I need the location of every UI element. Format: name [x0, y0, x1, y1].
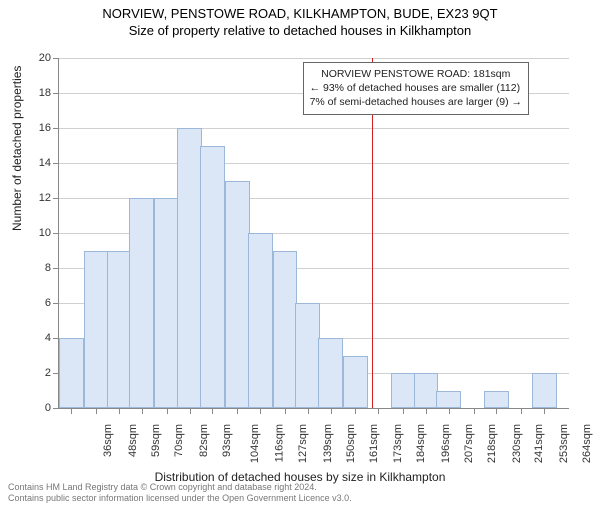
annotation-box: NORVIEW PENSTOWE ROAD: 181sqm ← 93% of d… — [303, 62, 529, 115]
x-tick-label: 196sqm — [440, 424, 452, 463]
y-tick — [53, 58, 59, 59]
histogram-bar — [59, 338, 84, 408]
annotation-line3: 7% of semi-detached houses are larger (9… — [310, 95, 522, 109]
y-tick-label: 2 — [45, 367, 51, 379]
x-tick-label: 264sqm — [581, 424, 593, 463]
y-tick-label: 18 — [39, 87, 51, 99]
y-tick — [53, 198, 59, 199]
x-tick-label: 253sqm — [558, 424, 570, 463]
x-tick — [167, 408, 168, 414]
x-tick-label: 161sqm — [368, 424, 380, 463]
x-tick — [426, 408, 427, 414]
y-tick-label: 8 — [45, 262, 51, 274]
y-tick — [53, 268, 59, 269]
x-tick-label: 104sqm — [250, 424, 262, 463]
y-tick — [53, 408, 59, 409]
histogram-bar — [129, 198, 154, 408]
footer-text: Contains HM Land Registry data © Crown c… — [8, 482, 352, 504]
footer-line2: Contains public sector information licen… — [8, 493, 352, 504]
histogram-bar — [295, 303, 320, 408]
y-tick — [53, 233, 59, 234]
x-tick — [355, 408, 356, 414]
histogram-bar — [391, 373, 416, 408]
x-tick — [260, 408, 261, 414]
y-tick — [53, 163, 59, 164]
x-tick-label: 70sqm — [173, 424, 185, 457]
x-tick-label: 82sqm — [198, 424, 210, 457]
histogram-bar — [318, 338, 343, 408]
y-tick-label: 12 — [39, 192, 51, 204]
x-tick — [96, 408, 97, 414]
histogram-bar — [200, 146, 225, 409]
y-tick-label: 4 — [45, 332, 51, 344]
histogram-bar — [273, 251, 298, 409]
x-tick-label: 230sqm — [511, 424, 523, 463]
histogram-bar — [84, 251, 109, 409]
histogram-bar — [436, 391, 461, 409]
histogram-bar — [107, 251, 132, 409]
y-tick-label: 0 — [45, 402, 51, 414]
x-tick-label: 139sqm — [322, 424, 334, 463]
x-tick — [474, 408, 475, 414]
x-tick — [142, 408, 143, 414]
x-tick — [378, 408, 379, 414]
x-tick — [449, 408, 450, 414]
y-tick-label: 6 — [45, 297, 51, 309]
x-tick — [285, 408, 286, 414]
footer-line1: Contains HM Land Registry data © Crown c… — [8, 482, 352, 493]
histogram-bar — [154, 198, 179, 408]
x-tick-label: 116sqm — [274, 424, 286, 462]
x-tick-label: 127sqm — [297, 424, 309, 463]
y-tick — [53, 128, 59, 129]
x-tick-label: 150sqm — [345, 424, 357, 463]
x-tick-label: 218sqm — [486, 424, 498, 463]
x-tick-label: 36sqm — [102, 424, 114, 457]
x-tick — [521, 408, 522, 414]
y-tick-label: 14 — [39, 157, 51, 169]
x-tick — [403, 408, 404, 414]
y-tick-label: 16 — [39, 122, 51, 134]
y-tick — [53, 93, 59, 94]
x-tick — [119, 408, 120, 414]
histogram-bar — [177, 128, 202, 408]
histogram-bar — [484, 391, 509, 409]
x-tick-label: 93sqm — [221, 424, 233, 457]
x-tick-label: 184sqm — [415, 424, 427, 463]
histogram-bar — [225, 181, 250, 409]
y-tick-label: 10 — [39, 227, 51, 239]
annotation-line2: ← 93% of detached houses are smaller (11… — [310, 81, 522, 95]
histogram-bar — [414, 373, 439, 408]
x-tick-label: 48sqm — [127, 424, 139, 457]
y-tick-label: 20 — [39, 52, 51, 64]
x-tick — [212, 408, 213, 414]
y-axis-title: Number of detached properties — [10, 66, 24, 231]
plot-area: 0246810121416182036sqm48sqm59sqm70sqm82s… — [58, 58, 569, 409]
x-tick — [308, 408, 309, 414]
x-tick — [331, 408, 332, 414]
chart-subtitle: Size of property relative to detached ho… — [0, 23, 600, 38]
chart-title: NORVIEW, PENSTOWE ROAD, KILKHAMPTON, BUD… — [0, 6, 600, 21]
chart-container: NORVIEW, PENSTOWE ROAD, KILKHAMPTON, BUD… — [0, 6, 600, 506]
grid-line — [59, 58, 569, 59]
histogram-bar — [248, 233, 273, 408]
x-tick — [544, 408, 545, 414]
x-tick-label: 59sqm — [150, 424, 162, 457]
x-tick-label: 241sqm — [534, 424, 546, 463]
x-tick — [496, 408, 497, 414]
grid-line — [59, 128, 569, 129]
histogram-bar — [532, 373, 557, 408]
x-tick — [71, 408, 72, 414]
x-tick — [190, 408, 191, 414]
x-tick-label: 173sqm — [393, 424, 405, 463]
y-tick — [53, 303, 59, 304]
histogram-bar — [343, 356, 368, 409]
x-tick — [237, 408, 238, 414]
annotation-line1: NORVIEW PENSTOWE ROAD: 181sqm — [310, 67, 522, 81]
x-tick-label: 207sqm — [463, 424, 475, 463]
grid-line — [59, 163, 569, 164]
